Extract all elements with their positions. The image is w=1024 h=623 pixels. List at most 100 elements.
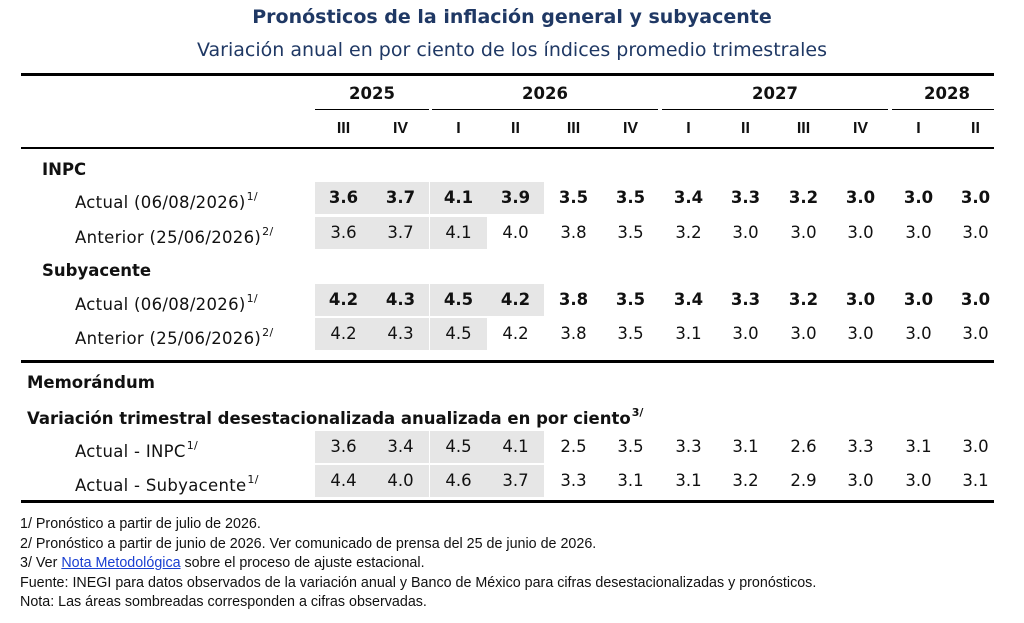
row-label-memo-sub: Actual - Subyacente1/ (75, 473, 259, 495)
year-underline-2026 (432, 109, 658, 110)
quarter-header: II (511, 120, 520, 137)
middle-rule (21, 360, 994, 363)
table-cell: 3.0 (960, 188, 991, 207)
table-cell: 4.3 (372, 318, 429, 350)
table-cell: 3.5 (617, 223, 644, 242)
footnote-nota: Nota: Las áreas sombreadas corresponden … (20, 594, 427, 610)
table-cell: 3.1 (675, 471, 702, 490)
quarter-header: III (796, 120, 811, 137)
year-header-2025: 2025 (349, 84, 395, 103)
table-cell: 3.0 (847, 471, 874, 490)
year-underline-2028 (892, 109, 994, 110)
table-cell: 3.0 (903, 290, 934, 309)
table-cell: 4.4 (315, 465, 372, 497)
table-cell: 3.3 (560, 471, 587, 490)
table-cell: 3.6 (315, 182, 372, 214)
table-cell: 3.0 (960, 290, 991, 309)
table-cell: 4.0 (372, 465, 429, 497)
year-underline-2027 (662, 109, 888, 110)
table-cell: 3.0 (962, 437, 989, 456)
table-cell: 3.0 (790, 223, 817, 242)
table-subtitle: Variación anual en por ciento de los índ… (197, 39, 827, 61)
table-cell: 3.7 (487, 465, 544, 497)
table-cell: 4.2 (315, 318, 372, 350)
table-cell: 4.2 (502, 324, 529, 343)
table-cell: 3.4 (372, 431, 429, 463)
quarter-header: III (566, 120, 581, 137)
footnote-fuente: Fuente: INEGI para datos observados de l… (20, 574, 817, 591)
table-cell: 3.7 (372, 217, 429, 249)
table-cell: 3.8 (560, 223, 587, 242)
row-label-inpc-anterior: Anterior (25/06/2026)2/ (75, 225, 274, 247)
table-cell: 4.6 (430, 465, 487, 497)
table-cell: 3.0 (905, 324, 932, 343)
row-label-sub-anterior: Anterior (25/06/2026)2/ (75, 326, 274, 348)
footnote-1: 1/ Pronóstico a partir de julio de 2026. (20, 516, 261, 532)
section-inpc: INPC (42, 160, 87, 179)
table-cell: 3.5 (617, 437, 644, 456)
header-rule (21, 147, 994, 149)
table-cell: 3.5 (617, 324, 644, 343)
section-subyacente: Subyacente (42, 261, 152, 280)
table-cell: 3.0 (790, 324, 817, 343)
section-memo-subtitle: Variación trimestral desestacionalizada … (27, 406, 644, 428)
table-cell: 3.9 (487, 182, 544, 214)
table-cell: 3.3 (730, 188, 761, 207)
table-cell: 4.3 (372, 284, 429, 316)
table-cell: 2.6 (790, 437, 817, 456)
table-cell: 3.0 (845, 290, 876, 309)
bottom-rule (21, 500, 994, 503)
table-cell: 3.1 (962, 471, 989, 490)
quarter-header: II (971, 120, 980, 137)
table-cell: 3.0 (905, 471, 932, 490)
table-cell: 4.5 (430, 431, 487, 463)
quarter-header: IV (392, 120, 409, 137)
table-cell: 3.8 (558, 290, 589, 309)
table-cell: 4.0 (502, 223, 529, 242)
quarter-header: IV (852, 120, 869, 137)
row-label-inpc-actual: Actual (06/08/2026)1/ (75, 190, 258, 212)
table-cell: 3.5 (558, 188, 589, 207)
row-label-sub-actual: Actual (06/08/2026)1/ (75, 292, 258, 314)
table-cell: 3.1 (617, 471, 644, 490)
table-cell: 4.2 (487, 284, 544, 316)
table-cell: 3.0 (903, 188, 934, 207)
table-cell: 3.1 (732, 437, 759, 456)
quarter-header: I (916, 120, 921, 137)
year-underline-2025 (315, 109, 429, 110)
table-cell: 3.6 (315, 431, 372, 463)
quarter-header: I (456, 120, 461, 137)
table-cell: 4.1 (487, 431, 544, 463)
table-cell: 3.2 (788, 290, 819, 309)
table-cell: 3.0 (962, 324, 989, 343)
table-cell: 3.5 (615, 290, 646, 309)
table-cell: 3.6 (315, 217, 372, 249)
table-cell: 4.5 (430, 284, 487, 316)
table-cell: 3.4 (673, 188, 704, 207)
section-memorandum: Memorándum (27, 373, 155, 392)
table-cell: 3.5 (615, 188, 646, 207)
nota-metodologica-link[interactable]: Nota Metodológica (61, 555, 181, 571)
table-cell: 3.0 (905, 223, 932, 242)
table-cell: 3.2 (788, 188, 819, 207)
table-cell: 3.0 (847, 324, 874, 343)
table-cell: 3.0 (732, 223, 759, 242)
table-cell: 2.5 (560, 437, 587, 456)
table-cell: 3.0 (845, 188, 876, 207)
row-label-memo-inpc: Actual - INPC1/ (75, 439, 199, 461)
year-header-2028: 2028 (924, 84, 970, 103)
table-cell: 3.0 (962, 223, 989, 242)
table-cell: 4.2 (315, 284, 372, 316)
table-cell: 3.4 (673, 290, 704, 309)
year-header-2027: 2027 (752, 84, 798, 103)
year-header-2026: 2026 (522, 84, 568, 103)
table-cell: 4.1 (430, 182, 487, 214)
table-cell: 3.1 (905, 437, 932, 456)
table-cell: 3.3 (675, 437, 702, 456)
table-cell: 3.2 (732, 471, 759, 490)
footnotes: 1/ Pronóstico a partir de julio de 2026.… (20, 515, 816, 613)
table-cell: 2.9 (790, 471, 817, 490)
table-cell: 3.3 (847, 437, 874, 456)
quarter-header: IV (622, 120, 639, 137)
table-title: Pronósticos de la inflación general y su… (252, 6, 772, 28)
